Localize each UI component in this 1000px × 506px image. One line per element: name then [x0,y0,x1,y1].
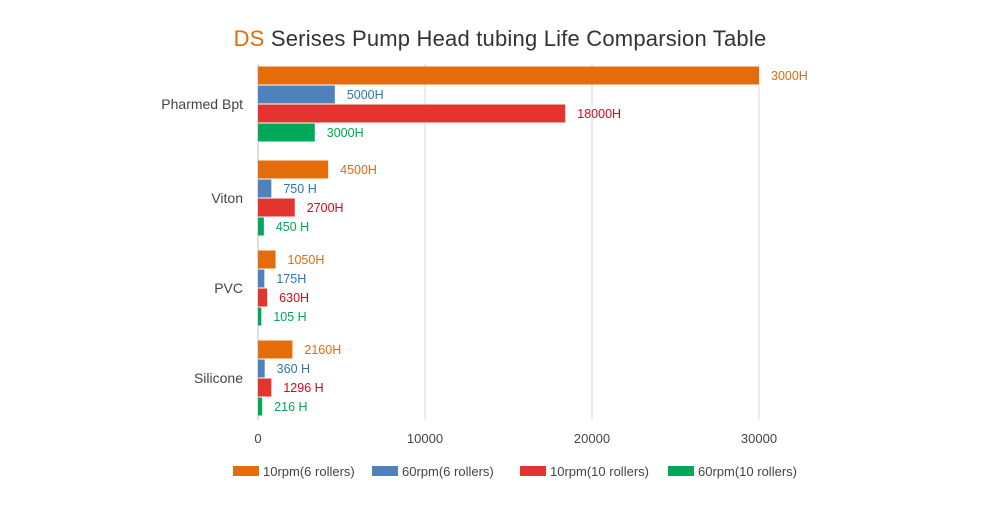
data-label: 630H [279,291,309,305]
bar [258,85,335,104]
legend-label: 10rpm(6 rollers) [263,464,355,479]
chart-title: DS Serises Pump Head tubing Life Compars… [0,26,1000,52]
bar [258,217,264,236]
data-label: 216 H [274,400,307,414]
chart-title-text: Serises Pump Head tubing Life Comparsion… [264,26,767,51]
data-label: 175H [276,272,306,286]
category-label: Pharmed Bpt [161,96,243,112]
data-label: 5000H [347,88,384,102]
x-tick-label: 30000 [741,431,777,446]
data-label: 3000H [771,69,808,83]
bar [258,340,293,359]
x-tick-label: 10000 [407,431,443,446]
bar [258,123,315,142]
bar [258,179,272,198]
bar [258,288,268,307]
bar [258,378,272,397]
data-label: 18000H [577,107,621,121]
data-label: 1296 H [283,381,323,395]
data-label: 750 H [283,182,316,196]
category-label: Viton [211,190,243,206]
bar [258,397,263,416]
bar [258,104,566,123]
data-label: 3000H [327,126,364,140]
data-label: 1050H [288,253,325,267]
chart-title-accent: DS [233,26,265,51]
data-label: 2700H [307,201,344,215]
category-label: Silicone [194,370,243,386]
legend-swatch [520,466,546,476]
category-label: PVC [214,280,243,296]
data-label: 4500H [340,163,377,177]
legend-swatch [668,466,694,476]
legend-label: 60rpm(10 rollers) [698,464,797,479]
data-label: 2160H [304,343,341,357]
bar [258,250,276,269]
x-tick-label: 0 [254,431,261,446]
x-tick-label: 20000 [574,431,610,446]
bar [258,160,329,179]
data-label: 360 H [277,362,310,376]
bar [258,198,295,217]
data-label: 450 H [276,220,309,234]
bar [258,269,265,288]
legend-swatch [372,466,398,476]
legend-label: 10rpm(10 rollers) [550,464,649,479]
legend-swatch [233,466,259,476]
bar [258,66,759,85]
bar [258,359,265,378]
bar [258,307,262,326]
legend-label: 60rpm(6 rollers) [402,464,494,479]
data-label: 105 H [273,310,306,324]
